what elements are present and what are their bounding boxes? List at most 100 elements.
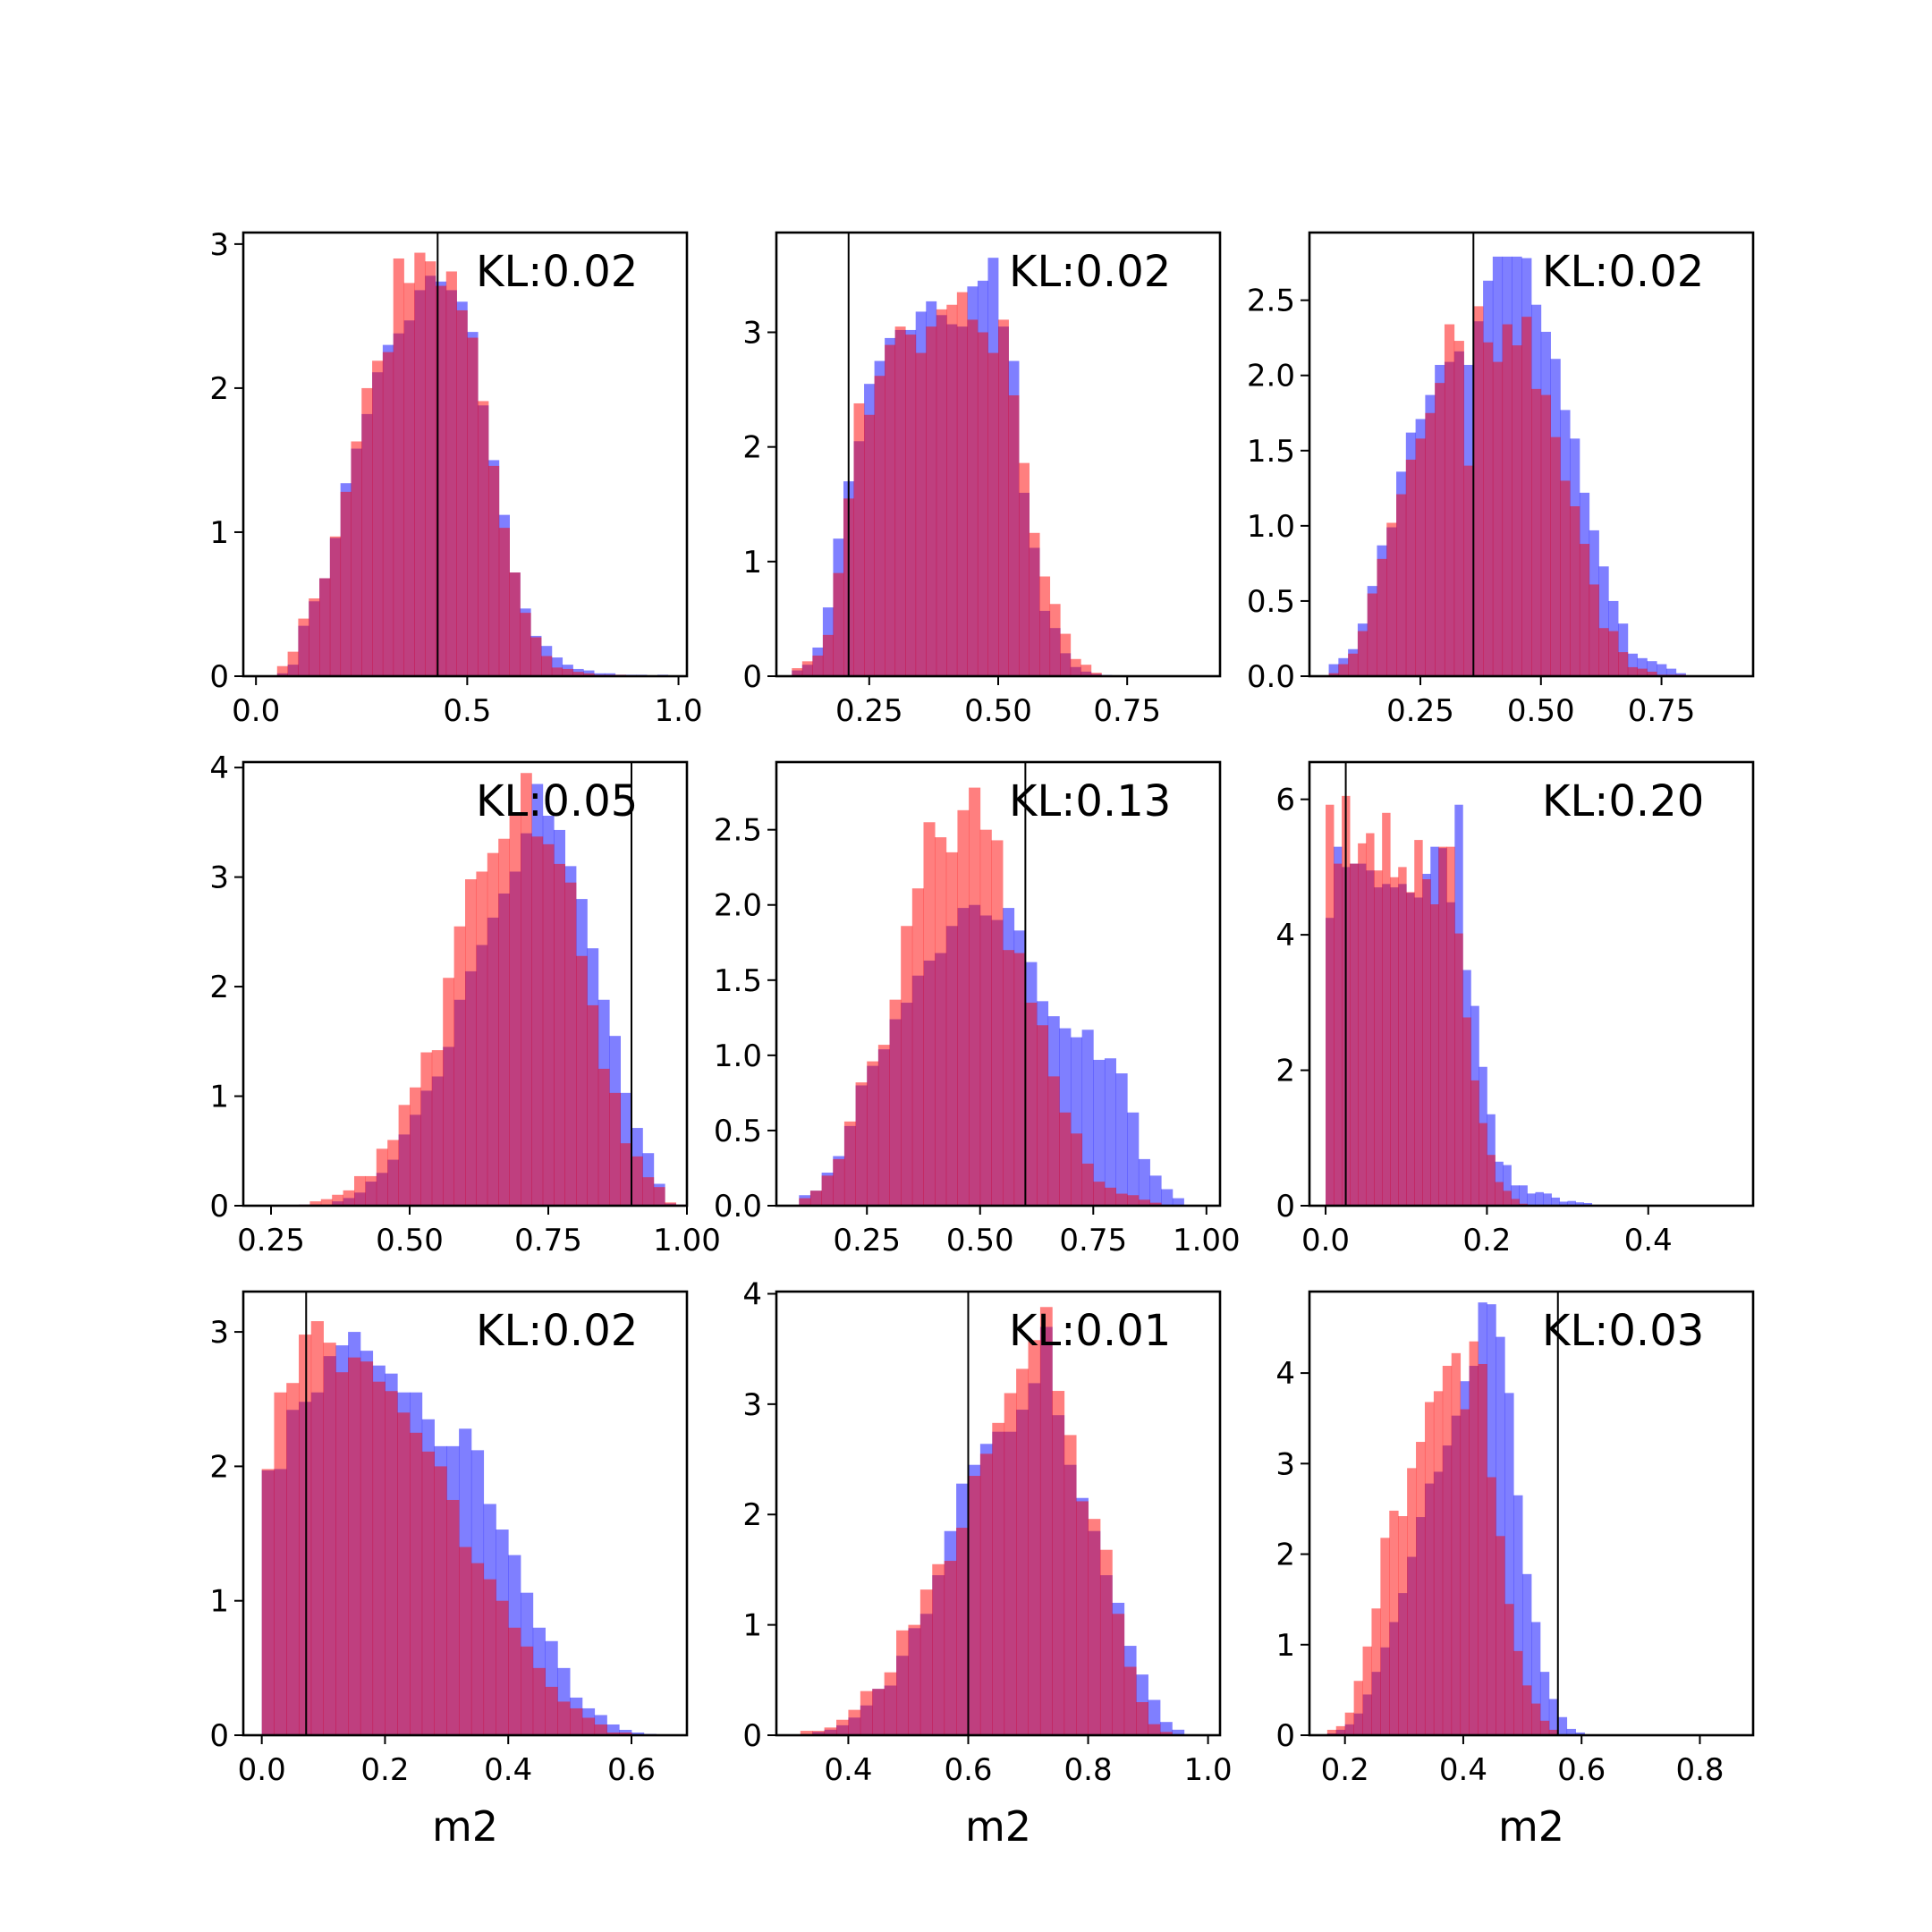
histogram-bar xyxy=(1052,1391,1065,1735)
kl-annotation: KL:0.13 xyxy=(1009,776,1171,826)
histogram-bar xyxy=(372,360,384,676)
histogram-bar xyxy=(957,809,970,1206)
y-tick-label: 2.5 xyxy=(1247,284,1295,319)
histogram-bar xyxy=(425,261,436,676)
histogram-bar xyxy=(1567,1200,1576,1206)
histogram-bar xyxy=(1060,633,1072,676)
histogram-bar xyxy=(936,309,947,676)
histogram-bar xyxy=(992,1422,1005,1735)
histogram-bar xyxy=(1543,1193,1552,1206)
histogram-bar xyxy=(1531,388,1542,676)
histogram-bar xyxy=(385,1391,398,1735)
histogram-bar xyxy=(1657,664,1667,676)
histogram-bar xyxy=(889,999,902,1206)
histogram-bar xyxy=(1504,1604,1514,1735)
histogram-bar xyxy=(414,252,426,676)
y-tick-label: 0 xyxy=(209,1718,229,1754)
histogram-bar xyxy=(276,665,288,676)
histogram-bar xyxy=(545,1686,558,1735)
histogram-bar xyxy=(631,1156,643,1206)
histogram-bar xyxy=(587,1004,599,1206)
histogram-bar xyxy=(1350,863,1359,1206)
y-tick-label: 0 xyxy=(1275,1189,1295,1224)
histogram-bar xyxy=(855,1082,868,1206)
x-tick-label: 0.75 xyxy=(1628,693,1696,729)
histogram-bar xyxy=(320,1199,333,1206)
histogram-bar xyxy=(1627,666,1639,676)
y-tick-label: 2 xyxy=(1275,1054,1295,1089)
histogram-bar xyxy=(1444,324,1455,676)
histogram-bar xyxy=(867,1061,879,1206)
histogram-bar xyxy=(998,319,1009,676)
histogram-bar xyxy=(1495,1182,1504,1206)
histogram-bar xyxy=(1462,1017,1471,1206)
histogram-bar xyxy=(1377,558,1387,676)
y-tick-label: 3 xyxy=(209,227,229,263)
histogram-bar xyxy=(487,852,499,1206)
y-tick-label: 2 xyxy=(742,1497,762,1533)
y-tick-label: 0.0 xyxy=(1247,659,1295,695)
histogram-bar xyxy=(1579,544,1590,676)
histogram-bar xyxy=(1344,1712,1354,1735)
histogram-bar xyxy=(376,1148,388,1206)
histogram-bar xyxy=(1446,846,1455,1206)
histogram-bar xyxy=(453,926,466,1206)
kl-annotation: KL:0.02 xyxy=(1009,247,1171,297)
histogram-bars xyxy=(799,787,1184,1206)
histogram-bar xyxy=(554,863,565,1206)
histogram-bar xyxy=(1382,812,1391,1206)
subplot-6: 0.0 0.2 0.4 0 2 4 6 KL:0.20 xyxy=(1275,760,1755,1258)
histogram-bar xyxy=(1519,1185,1528,1206)
histogram-bar xyxy=(1521,317,1532,676)
histogram-bar xyxy=(619,1732,632,1735)
histogram-bar xyxy=(932,1563,945,1735)
histogram-bar xyxy=(1589,584,1599,676)
y-tick-label: 2 xyxy=(209,1449,229,1485)
histogram-bar xyxy=(1362,1646,1372,1735)
y-tick-label: 2 xyxy=(1275,1538,1295,1573)
histogram-bar xyxy=(1548,1699,1559,1735)
y-tick-label: 0 xyxy=(742,1718,762,1754)
x-tick-label: 1.0 xyxy=(655,693,703,729)
histogram-bar xyxy=(1025,1003,1038,1206)
x-axis-label: m2 xyxy=(1498,1802,1564,1851)
histogram-bar xyxy=(445,271,457,676)
histogram-bar xyxy=(1637,657,1648,676)
y-tick-label: 1 xyxy=(209,1080,229,1115)
histogram-bar xyxy=(901,926,913,1206)
kl-annotation: KL:0.02 xyxy=(476,247,638,297)
histogram-bar xyxy=(919,1589,933,1735)
histogram-bar xyxy=(1454,933,1463,1206)
histogram-bar xyxy=(1424,1402,1435,1735)
histogram-bar xyxy=(1335,1725,1346,1735)
histogram-bar xyxy=(478,401,489,676)
y-tick-label: 0.5 xyxy=(1247,584,1295,620)
histogram-bar xyxy=(1647,671,1657,676)
histogram-bar xyxy=(1539,1720,1550,1735)
histogram-bar xyxy=(310,1321,324,1735)
histogram-bars xyxy=(276,252,669,676)
histogram-bar xyxy=(944,1561,957,1735)
histogram-bar xyxy=(665,1202,676,1206)
histogram-bar xyxy=(410,1432,423,1735)
histogram-bar xyxy=(1511,1199,1520,1206)
histogram-bar xyxy=(1070,1133,1083,1206)
histogram-bar xyxy=(335,1372,349,1735)
histogram-bar xyxy=(562,668,573,676)
histogram-bar xyxy=(1123,1666,1137,1735)
x-tick-label: 0.25 xyxy=(835,693,903,729)
histogram-bar xyxy=(434,1466,447,1735)
histogram-bar xyxy=(456,309,468,676)
y-tick-label: 1.0 xyxy=(1247,509,1295,545)
histogram-bar xyxy=(361,387,373,676)
histogram-bar xyxy=(1328,673,1339,676)
histogram-bar xyxy=(1172,1729,1185,1735)
histogram-bar xyxy=(1326,804,1335,1206)
histogram-bar xyxy=(1326,1729,1337,1735)
histogram-bar xyxy=(1479,1123,1487,1206)
histogram-bar xyxy=(915,352,927,676)
histogram-bar xyxy=(1483,342,1494,676)
histogram-bar xyxy=(496,1600,509,1735)
histogram-bar xyxy=(360,1361,374,1735)
